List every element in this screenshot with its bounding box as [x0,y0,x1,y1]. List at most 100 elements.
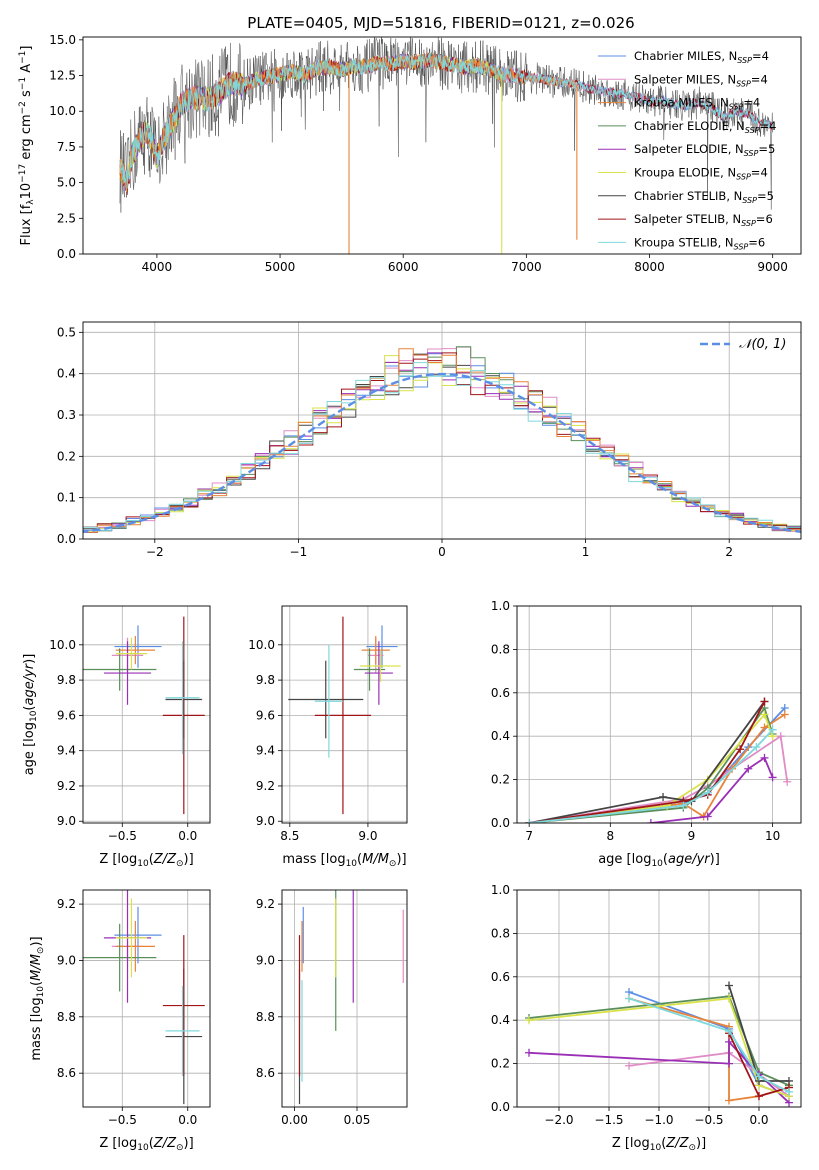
legend-count: 5 [768,142,775,156]
y-tick-label: 0.4 [57,367,76,381]
legend-label: Kroupa MILES, NSSP=4 [634,96,760,112]
label-part: )] [396,852,406,867]
x-tick-label: 6000 [388,260,419,274]
weight-marker [768,773,777,782]
ticks: 8.5 9.0 9.0 9.2 9.4 9.6 9.8 10.0 [248,638,377,843]
x-tick-label: 0.00 [281,1113,308,1127]
weight-series-6 [529,700,766,823]
y-tick-label: 9.8 [57,673,76,687]
x-tick-label: −1.0 [644,1113,673,1127]
label-part: 10 [137,1143,149,1153]
legend-count: 4 [753,96,760,110]
y-axis-label-part: ] [19,46,34,51]
label-part: )] [29,936,44,946]
y-axis-label-part: s [19,90,34,101]
weight-marker [525,819,534,823]
x-tick-label: −0.5 [694,1113,723,1127]
y-tick-label: 0.6 [491,686,510,700]
weight-marker [776,732,785,741]
x-tick-label: 9000 [757,260,788,274]
legend-equals: = [751,72,761,86]
label-part: Z [log [612,1136,650,1151]
legend-label: Kroupa STELIB, NSSP=6 [634,235,765,251]
label-part: ( [29,981,44,986]
error-bars [83,890,205,1105]
y-axis-label-part: A [19,64,34,77]
y-tick-label: 0.0 [57,532,76,546]
axes-frame [516,605,802,824]
y-axis-label-part: erg cm [19,114,34,163]
label-part: ( [663,852,668,867]
label-part: 10 [36,986,46,998]
legend-separator: , N [720,166,736,180]
weight-marker [760,697,769,706]
x-tick-label: −0.5 [108,829,137,843]
y-tick-label: 0.4 [491,729,510,743]
axes-frame [82,321,802,540]
legend-subscript: SSP [744,149,759,158]
y-tick-label: 0.0 [491,1100,510,1114]
label-part: ⊙ [176,1143,184,1153]
weight-marker [725,994,733,1003]
legend-subscript: SSP [734,242,749,251]
x-tick-label: −1 [290,545,308,559]
x-tick-label: 7 [525,829,533,843]
y-tick-label: 9.2 [57,779,76,793]
weight-marker [725,1059,733,1068]
legend-label: Salpeter ELODIE, NSSP=5 [634,142,775,158]
ticks: 7 8 9 10 0.0 0.2 0.4 0.6 0.8 1.0 [491,599,780,843]
legend-separator: , N [721,49,737,63]
weight-marker [725,1096,733,1105]
x-tick-label: 2 [725,545,733,559]
y-axis-label-part: 10 [19,183,34,200]
ticks: 4000 5000 6000 7000 8000 9000 0.0 2.5 5.0 7.5 10.0… [49,33,788,274]
y-tick-label: 0.1 [57,491,76,505]
x-tick-label: 0.0 [178,1113,197,1127]
age-vs-metallicity-panel: −0.5 0.09.09.29.49.69.810.0Z [log10(Z/Z⊙)… [22,605,211,869]
error-bars [288,616,401,815]
label-part: 10 [650,1143,662,1153]
label-part: age [log [598,852,651,867]
y-tick-label: 0.0 [57,247,76,261]
legend-equals: = [758,142,768,156]
x-tick-label: 8000 [634,260,665,274]
y-tick-label: 9.6 [256,708,275,722]
label-part: 10 [346,859,358,869]
y-tick-label: 9.0 [57,953,76,967]
legend-label: Salpeter STELIB, NSSP=6 [634,212,773,228]
y-axis-label-part: λ [26,199,36,205]
error-bars [83,616,205,815]
legend-equals: = [751,166,761,180]
weight-marker [646,819,655,823]
y-tick-label: 0.3 [57,408,76,422]
legend-label: Chabrier ELODIE, NSSP=4 [634,119,776,135]
legend-subscript: SSP [741,219,756,228]
figure-title: PLATE=0405, MJD=51816, FIBERID=0121, z=0… [247,14,634,32]
x-axis-label: Z [log10(Z/Z⊙)] [612,1136,706,1153]
legend-separator: , N [729,119,745,133]
spectrum-series-8 [119,52,774,189]
label-part: 10 [137,859,149,869]
y-tick-label: 0.8 [491,926,510,940]
label-part: Z/Z [153,852,177,867]
weight-marker [783,777,792,786]
ticks: −2 −1 0 1 2 0.0 0.1 0.2 0.3 0.4 0.5 [57,325,733,559]
label-part: )] [184,852,194,867]
legend-label: 𝒩(0, 1) [739,337,786,352]
y-tick-label: 1.0 [491,883,510,897]
legend-equals: = [743,96,753,110]
label-part: Z [log [99,852,137,867]
x-tick-label: 0.0 [749,1113,768,1127]
x-tick-label: 1 [582,545,590,559]
residual-histogram-panel: −2 −1 0 1 2 0.0 0.1 0.2 0.3 0.4 0.5 𝒩(0, 1) [57,321,802,559]
weight-marker [780,710,789,719]
label-part: mass [log [29,997,44,1060]
y-axis-label-part: Flux [f [19,204,34,245]
x-tick-label: 8.5 [280,829,299,843]
weight-marker [768,725,777,734]
legend-subscript: SSP [729,103,744,112]
weight-marker [659,792,668,801]
legend-subscript: SSP [737,56,752,65]
y-tick-label: 9.0 [256,953,275,967]
